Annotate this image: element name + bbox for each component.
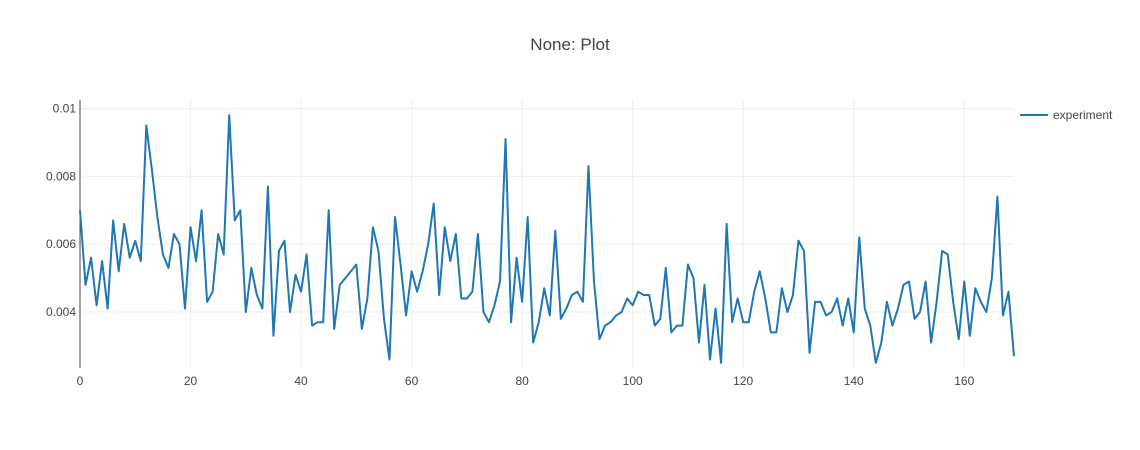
series-line-experiment[interactable] xyxy=(79,114,1015,364)
y-tick-labels: 0.004 0.006 0.008 0.01 xyxy=(46,101,76,319)
legend-label-experiment: experiment xyxy=(1053,108,1113,122)
legend[interactable]: experiment xyxy=(1020,108,1113,122)
y-tick-label: 0.004 xyxy=(46,305,76,319)
x-tick-label: 0 xyxy=(77,374,84,388)
x-tick-label: 20 xyxy=(184,374,198,388)
y-tick-label: 0.006 xyxy=(46,237,76,251)
x-tick-label: 80 xyxy=(515,374,529,388)
chart-title: None: Plot xyxy=(530,35,610,54)
x-tick-label: 100 xyxy=(623,374,643,388)
x-tick-label: 40 xyxy=(294,374,308,388)
x-tick-label: 140 xyxy=(844,374,864,388)
x-tick-labels: 0 20 40 60 80 100 120 140 160 xyxy=(77,374,975,388)
y-tick-label: 0.008 xyxy=(46,169,76,183)
x-tick-label: 120 xyxy=(733,374,753,388)
x-tick-label: 60 xyxy=(405,374,419,388)
x-tick-label: 160 xyxy=(954,374,974,388)
series-layer xyxy=(79,114,1015,364)
y-tick-label: 0.01 xyxy=(53,101,77,115)
